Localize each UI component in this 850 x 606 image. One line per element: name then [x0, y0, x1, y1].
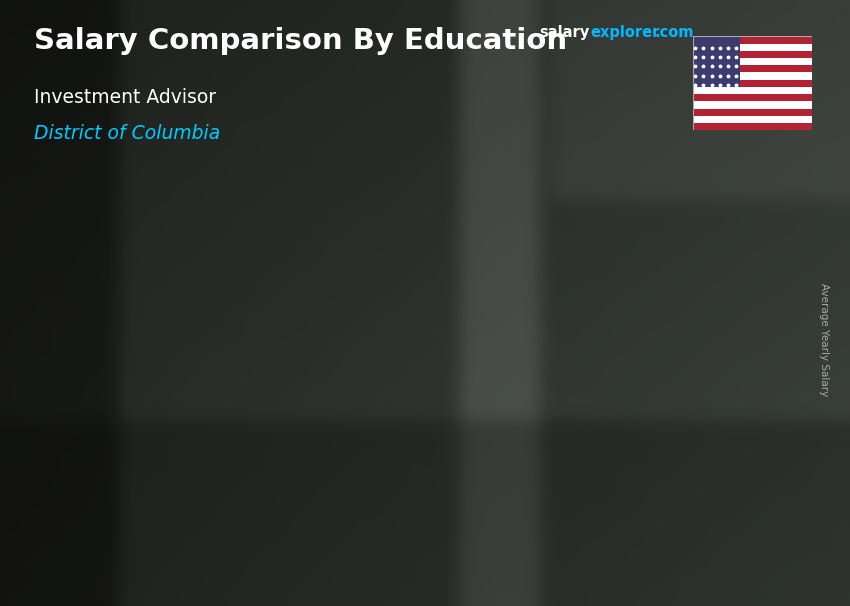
Bar [693, 65, 812, 73]
Bar [693, 73, 812, 80]
Bar [167, 406, 253, 509]
Text: 256,000 USD: 256,000 USD [570, 213, 676, 228]
Bar [655, 238, 664, 509]
Text: salary: salary [540, 25, 590, 41]
Bar [580, 238, 585, 509]
Text: 153,000 USD: 153,000 USD [363, 322, 470, 337]
Text: .com: .com [654, 25, 694, 41]
FancyArrowPatch shape [222, 307, 400, 382]
Bar [580, 238, 666, 509]
FancyArrowPatch shape [428, 207, 605, 323]
Text: explorer: explorer [591, 25, 660, 41]
Bar [693, 58, 812, 65]
Bar [693, 108, 812, 116]
Bar [373, 347, 460, 509]
Bar [693, 80, 812, 87]
Bar [693, 116, 812, 123]
Bar [693, 36, 812, 44]
Bar [693, 36, 740, 87]
Bar [693, 44, 812, 51]
Bar [167, 406, 173, 509]
Text: District of Columbia: District of Columbia [34, 124, 220, 143]
Bar [693, 51, 812, 58]
Bar [374, 347, 379, 509]
Bar [693, 87, 812, 94]
Text: 97,300 USD: 97,300 USD [162, 381, 258, 396]
Bar [693, 123, 812, 130]
Bar [693, 101, 812, 108]
Text: Salary Comparison By Education: Salary Comparison By Education [34, 27, 567, 55]
Bar [693, 94, 812, 101]
Text: Average Yearly Salary: Average Yearly Salary [819, 283, 829, 396]
Text: Investment Advisor: Investment Advisor [34, 88, 216, 107]
Bar [450, 347, 457, 509]
Text: +57%: +57% [262, 259, 366, 290]
Text: +68%: +68% [468, 171, 571, 202]
Bar [243, 406, 252, 509]
